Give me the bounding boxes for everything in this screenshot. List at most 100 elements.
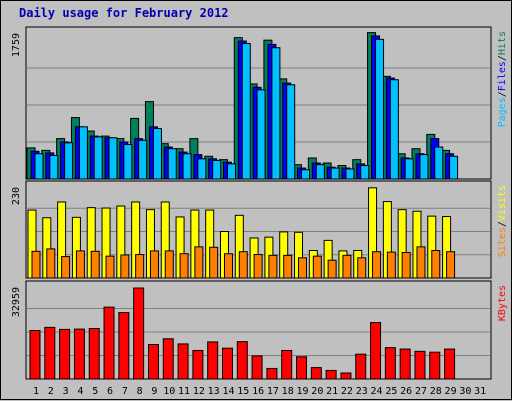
legend-hits-files-pages: Pages/Files/Hits	[497, 31, 508, 127]
bar-kbytes-day-22	[340, 372, 352, 380]
bar-sites-day-29	[446, 251, 456, 279]
x-tick-label-18: 18	[282, 386, 294, 397]
bar-pages-day-25	[389, 79, 399, 180]
legend-visits-sites: Sites/Visits	[497, 185, 508, 257]
x-tick-label-13: 13	[208, 386, 220, 397]
bar-sites-day-19	[298, 257, 308, 279]
bar-kbytes-day-24	[370, 322, 382, 380]
x-tick-label-3: 3	[63, 386, 69, 397]
bar-sites-day-7	[120, 254, 130, 279]
bar-sites-day-10	[164, 250, 174, 279]
bar-pages-day-27	[419, 154, 429, 180]
bar-pages-day-8	[138, 139, 148, 180]
bar-kbytes-day-17	[266, 367, 278, 380]
bar-pages-day-29	[449, 155, 459, 180]
x-tick-label-4: 4	[77, 386, 83, 397]
x-tick-label-20: 20	[311, 386, 323, 397]
bar-sites-day-1	[31, 250, 41, 279]
bar-sites-day-8	[135, 254, 145, 279]
bar-kbytes-day-11	[177, 343, 189, 380]
bar-kbytes-day-8	[133, 287, 145, 380]
legend-hits: Hits	[497, 31, 508, 55]
bar-pages-day-2	[49, 154, 59, 180]
bar-kbytes-day-12	[192, 349, 204, 380]
x-tick-label-16: 16	[252, 386, 264, 397]
x-tick-label-10: 10	[163, 386, 175, 397]
bar-sites-day-6	[105, 255, 115, 279]
x-tick-label-28: 28	[430, 386, 442, 397]
legend-pages: Pages	[497, 97, 508, 127]
ymax-label-visits-sites: 230	[11, 187, 22, 205]
bar-pages-day-17	[271, 47, 281, 180]
bar-sites-day-12	[194, 246, 204, 279]
bar-kbytes-day-23	[355, 353, 367, 380]
bar-kbytes-day-26	[399, 348, 411, 380]
legend-files: Files	[497, 61, 508, 91]
bar-pages-day-18	[286, 84, 296, 180]
bar-kbytes-day-6	[103, 306, 115, 380]
bar-sites-day-21	[327, 259, 337, 279]
bar-kbytes-day-13	[207, 341, 219, 380]
bar-pages-day-10	[167, 148, 177, 180]
bar-kbytes-day-3	[59, 328, 71, 380]
legend-kbytes: KBytes	[497, 285, 508, 321]
bar-sites-day-13	[209, 246, 219, 279]
x-tick-label-12: 12	[193, 386, 205, 397]
bar-kbytes-day-1	[29, 330, 41, 380]
x-tick-label-5: 5	[92, 386, 98, 397]
bar-kbytes-day-14	[221, 347, 233, 380]
bar-kbytes-day-9	[147, 343, 159, 380]
x-tick-label-31: 31	[474, 386, 486, 397]
bar-sites-day-2	[46, 248, 56, 279]
x-tick-label-6: 6	[107, 386, 113, 397]
bar-pages-day-22	[345, 168, 355, 180]
bar-pages-day-14	[226, 163, 236, 180]
x-tick-label-15: 15	[237, 386, 249, 397]
x-tick-label-19: 19	[296, 386, 308, 397]
bar-kbytes-day-19	[296, 356, 308, 380]
bar-sites-day-26	[401, 252, 411, 279]
bar-sites-day-16	[253, 254, 263, 279]
bar-pages-day-24	[375, 38, 385, 180]
x-tick-label-11: 11	[178, 386, 190, 397]
bar-pages-day-1	[34, 153, 44, 180]
x-tick-label-25: 25	[385, 386, 397, 397]
bar-kbytes-day-15	[236, 341, 248, 380]
bar-kbytes-day-10	[162, 338, 174, 380]
bar-kbytes-day-2	[44, 326, 56, 380]
bar-sites-day-20	[312, 255, 322, 279]
x-tick-label-1: 1	[33, 386, 39, 397]
bar-sites-day-11	[179, 253, 189, 279]
bar-sites-day-24	[372, 251, 382, 279]
bar-kbytes-day-28	[429, 351, 441, 380]
x-tick-label-14: 14	[222, 386, 234, 397]
bar-kbytes-day-7	[118, 312, 130, 380]
bar-pages-day-20	[315, 164, 325, 180]
x-tick-label-8: 8	[137, 386, 143, 397]
bar-kbytes-day-21	[325, 369, 337, 380]
bar-pages-day-7	[123, 144, 133, 180]
bar-pages-day-3	[64, 142, 74, 180]
bar-sites-day-22	[342, 254, 352, 279]
legend-sites: Sites	[497, 227, 508, 257]
bar-kbytes-day-16	[251, 355, 263, 380]
bar-kbytes-day-29	[444, 348, 456, 380]
legend-visits: Visits	[497, 185, 508, 221]
bar-pages-day-9	[152, 128, 162, 180]
x-tick-label-27: 27	[415, 386, 427, 397]
x-tick-label-22: 22	[341, 386, 353, 397]
bar-kbytes-day-25	[384, 347, 396, 380]
x-tick-label-21: 21	[326, 386, 338, 397]
bar-pages-day-16	[256, 89, 266, 180]
bar-pages-day-12	[197, 158, 207, 180]
bar-sites-day-15	[238, 251, 248, 279]
x-tick-label-30: 30	[459, 386, 471, 397]
x-tick-label-29: 29	[445, 386, 457, 397]
bar-kbytes-day-5	[88, 328, 100, 380]
legend-kbytes: KBytes	[497, 285, 508, 321]
bar-sites-day-25	[386, 251, 396, 279]
bar-sites-day-4	[75, 250, 85, 279]
bar-pages-day-28	[434, 146, 444, 180]
bar-kbytes-day-20	[310, 367, 322, 380]
bar-kbytes-day-4	[73, 328, 85, 380]
